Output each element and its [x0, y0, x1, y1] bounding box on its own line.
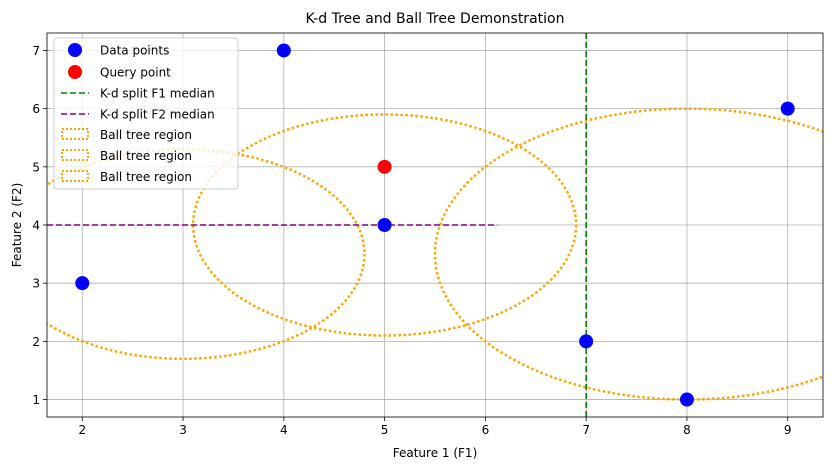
legend-box [53, 37, 239, 190]
y-tick-label: 1 [32, 393, 40, 407]
y-tick-label: 5 [32, 160, 40, 174]
y-tick-label: 3 [32, 277, 40, 291]
legend-label-ball-3: Ball tree region [100, 170, 192, 184]
ball-tree-region-3 [433, 107, 823, 401]
chart-title: K-d Tree and Ball Tree Demonstration [306, 11, 565, 27]
legend-marker-data-points [68, 43, 82, 57]
legend-label-f1-split: K-d split F1 median [100, 87, 215, 101]
x-tick-label: 7 [582, 423, 590, 437]
legend: Data points Query point K-d split F1 med… [53, 37, 239, 190]
query-point [377, 159, 392, 174]
data-point [579, 334, 594, 349]
legend-label-query-point: Query point [100, 66, 171, 80]
x-tick-label: 9 [784, 423, 792, 437]
legend-patch-ball-2 [61, 149, 89, 161]
y-tick-label: 6 [32, 102, 40, 116]
legend-patch-ball-1 [61, 128, 89, 140]
legend-label-ball-1: Ball tree region [100, 128, 192, 142]
x-tick-label: 2 [78, 423, 86, 437]
data-point [780, 101, 795, 116]
y-tick-label: 7 [32, 44, 40, 58]
y-tick-label: 4 [32, 219, 40, 233]
x-tick-label: 4 [280, 423, 288, 437]
data-point [679, 392, 694, 407]
legend-label-f2-split: K-d split F2 median [100, 108, 215, 122]
legend-label-data-points: Data points [100, 44, 169, 58]
x-tick-label: 3 [179, 423, 187, 437]
x-axis-label: Feature 1 (F1) [393, 446, 478, 460]
x-tick-label: 8 [683, 423, 691, 437]
x-tick-label: 5 [381, 423, 389, 437]
legend-marker-query-point [68, 65, 82, 79]
y-axis-label: Feature 2 (F2) [10, 183, 24, 268]
data-point [377, 218, 392, 232]
legend-patch-ball-3 [61, 170, 89, 182]
data-point [75, 276, 90, 291]
data-point [276, 43, 291, 58]
legend-label-ball-2: Ball tree region [100, 149, 192, 163]
ticks: 2 3 4 5 6 7 8 9 1 2 3 4 5 6 7 [32, 44, 791, 437]
ball-tree-region-2 [191, 113, 578, 337]
y-tick-label: 2 [32, 335, 40, 349]
x-tick-label: 6 [482, 423, 490, 437]
